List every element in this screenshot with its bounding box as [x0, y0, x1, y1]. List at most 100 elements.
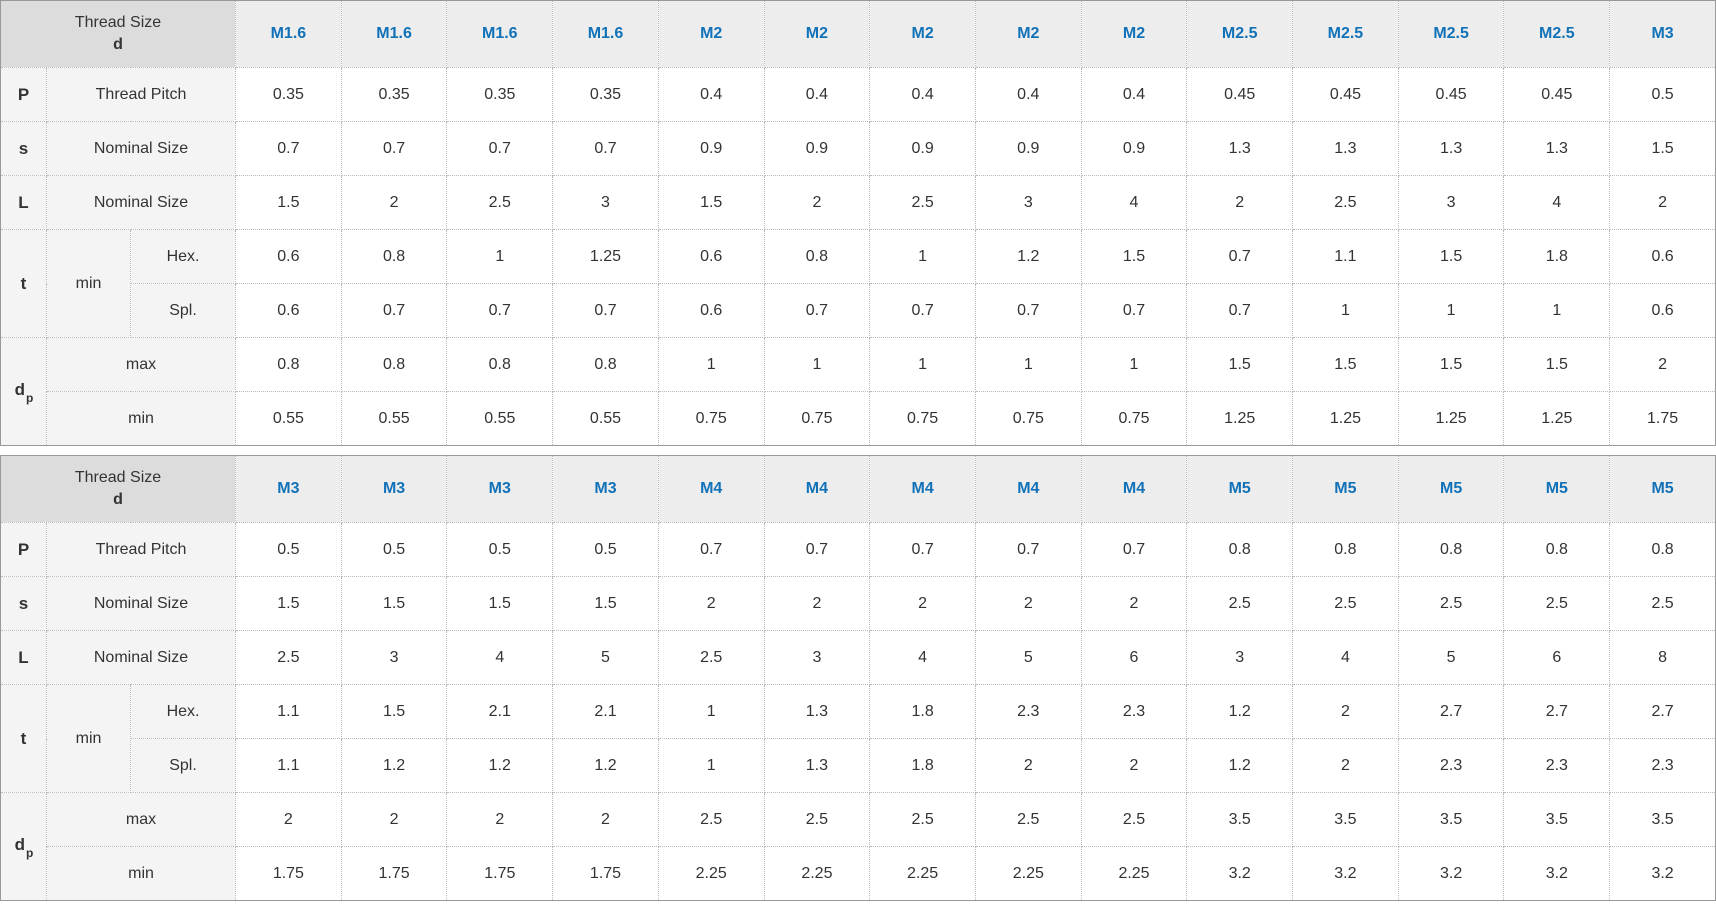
value-cell: 0.5: [235, 522, 342, 577]
value-cell: 4: [1292, 630, 1399, 685]
column-header-thread-size: M2.5: [1503, 0, 1611, 68]
column-header-thread-size: M2: [763, 0, 871, 68]
value-cell: 1.2: [1186, 684, 1294, 739]
value-cell: 0.7: [1186, 283, 1294, 338]
value-cell: 0.6: [657, 229, 765, 284]
value-cell: 2: [552, 792, 659, 847]
value-cell: 1.2: [552, 738, 659, 793]
value-cell: 2.5: [869, 792, 976, 847]
value-cell: 2: [1292, 738, 1399, 793]
value-cell: 0.5: [552, 522, 659, 577]
value-cell: 0.45: [1292, 67, 1399, 122]
value-cell: 1.75: [235, 846, 342, 901]
value-cell: 1: [657, 738, 765, 793]
value-cell: 0.4: [1080, 67, 1188, 122]
value-cell: 0.7: [763, 522, 871, 577]
table-row: s Nominal Size 1.5 1.5 1.5 1.5 2 2 2 2 2 2.5 2.5 2.5 2…: [0, 576, 1716, 631]
row-label-cell: Nominal Size: [45, 175, 237, 230]
value-cell: 0.45: [1186, 67, 1294, 122]
value-cell: 0.4: [974, 67, 1082, 122]
table-row: min 1.75 1.75 1.75 1.75 2.25 2.25 2.25 2.25 2.25 3…: [1, 846, 1716, 901]
value-cell: 2.25: [657, 846, 765, 901]
value-cell: 0.9: [869, 121, 976, 176]
value-cell: 2: [763, 175, 871, 230]
value-cell: 3.2: [1186, 846, 1294, 901]
row-key-cell: t: [0, 229, 47, 338]
value-cell: 0.8: [446, 337, 554, 392]
value-cell: 0.75: [974, 391, 1082, 446]
value-cell: 2: [974, 576, 1082, 631]
value-cell: 1.8: [869, 684, 976, 739]
value-cell: 1.8: [869, 738, 976, 793]
value-cell: 2.5: [763, 792, 871, 847]
value-cell: 2.3: [1080, 684, 1188, 739]
table-row: Spl. 0.6 0.7 0.7 0.7 0.6 0.7 0.7 0.7 0.7 0.7 1 1 1 0.6: [1, 283, 1716, 338]
table-row: t min Hex. 0.6 0.8 1 1.25 0.6 0.8 1 1.2 1.5 0.7 1.1 1.…: [0, 229, 1716, 338]
value-cell: 0.9: [1080, 121, 1188, 176]
value-cell: 3: [340, 630, 448, 685]
value-cell: 2.25: [1080, 846, 1188, 901]
corner-title: Thread Size: [74, 14, 162, 32]
value-cell: 0.6: [235, 229, 342, 284]
value-cell: 0.9: [763, 121, 871, 176]
value-cell: 0.4: [763, 67, 871, 122]
value-cell: 2.7: [1503, 684, 1611, 739]
value-cell: 2: [1609, 337, 1716, 392]
value-cell: 1.75: [1609, 391, 1716, 446]
value-cell: 1.5: [1503, 337, 1611, 392]
row-key-cell: P: [0, 522, 47, 577]
value-cell: 1: [1503, 283, 1611, 338]
row-mid-label-cell: min: [46, 684, 131, 793]
value-cell: 0.5: [340, 522, 448, 577]
value-cell: 2.1: [446, 684, 554, 739]
value-cell: 0.45: [1397, 67, 1505, 122]
value-cell: 0.7: [1080, 283, 1188, 338]
value-cell: 2: [1609, 175, 1716, 230]
value-cell: 1.5: [1292, 337, 1399, 392]
row-key-cell: dp: [0, 337, 47, 446]
value-cell: 3: [552, 175, 659, 230]
value-cell: 1.5: [1186, 337, 1294, 392]
value-cell: 0.75: [1080, 391, 1188, 446]
corner-title: Thread Size: [74, 469, 162, 487]
value-cell: 2.3: [1609, 738, 1716, 793]
table-row: L Nominal Size 2.5 3 4 5 2.5 3 4 5 6 3 4 5 6 8: [0, 630, 1716, 685]
value-cell: 1.5: [340, 576, 448, 631]
value-cell: 1.5: [446, 576, 554, 631]
value-cell: 1: [869, 337, 976, 392]
value-cell: 2: [1292, 684, 1399, 739]
value-cell: 2: [869, 576, 976, 631]
value-cell: 0.35: [446, 67, 554, 122]
column-header-thread-size: M2: [657, 0, 765, 68]
value-cell: 0.5: [1609, 67, 1716, 122]
value-cell: 1.2: [974, 229, 1082, 284]
value-cell: 1.5: [552, 576, 659, 631]
table-row: dp max 2 2 2 2 2.5 2.5 2.5 2.5 2.5 3.5 3.5 3.5 3.5 3.5: [0, 792, 1716, 901]
value-cell: 0.6: [235, 283, 342, 338]
value-cell: 2: [340, 175, 448, 230]
value-cell: 2: [446, 792, 554, 847]
value-cell: 2.5: [869, 175, 976, 230]
value-cell: 0.35: [552, 67, 659, 122]
value-cell: 3.2: [1503, 846, 1611, 901]
value-cell: 3.2: [1292, 846, 1399, 901]
value-cell: 0.4: [657, 67, 765, 122]
column-header-thread-size: M4: [763, 455, 871, 523]
value-cell: 0.8: [1186, 522, 1294, 577]
column-header-thread-size: M2: [1080, 0, 1188, 68]
corner-header-cell: Thread Size d: [0, 0, 237, 68]
value-cell: 0.75: [869, 391, 976, 446]
table-row: dp max 0.8 0.8 0.8 0.8 1 1 1 1 1 1.5 1.5 1.5 1.5 2: [0, 337, 1716, 446]
value-cell: 2.5: [657, 630, 765, 685]
value-cell: 0.8: [552, 337, 659, 392]
value-cell: 1.25: [552, 229, 659, 284]
value-cell: 1: [657, 684, 765, 739]
value-cell: 1.8: [1503, 229, 1611, 284]
row-key-cell: L: [0, 630, 47, 685]
column-header-thread-size: M5: [1186, 455, 1294, 523]
value-cell: 2.3: [1503, 738, 1611, 793]
column-header-thread-size: M3: [340, 455, 448, 523]
row-limit-label-cell: max: [45, 792, 237, 847]
value-cell: 2.5: [1080, 792, 1188, 847]
